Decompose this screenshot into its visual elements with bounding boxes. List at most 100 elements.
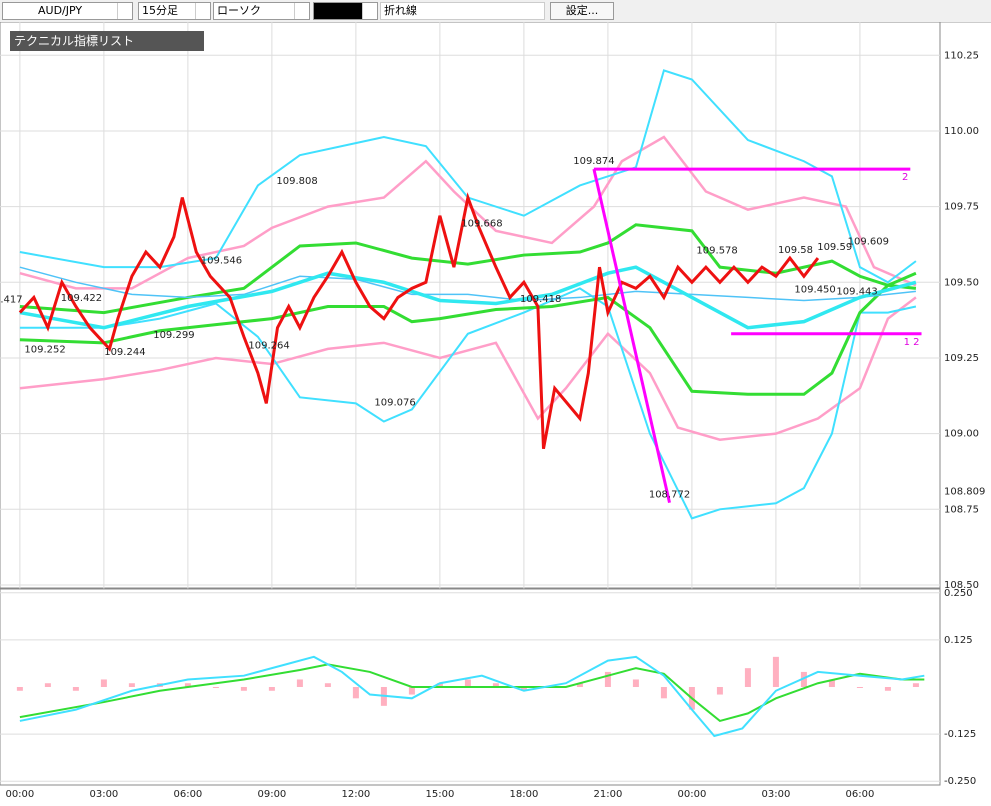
x-tick-label: 03:00 — [761, 789, 790, 800]
histogram-bar — [240, 687, 247, 691]
histogram-bar — [660, 687, 667, 699]
y-tick-label: 109.50 — [944, 277, 979, 288]
histogram-bar — [184, 683, 191, 687]
histogram-bar — [352, 687, 359, 699]
symbol-select[interactable]: AUD/JPY — [2, 2, 133, 20]
y-tick-label: 109.75 — [944, 202, 979, 213]
x-tick-label: 00:00 — [5, 789, 34, 800]
x-tick-label: 12:00 — [341, 789, 370, 800]
price-label: 109.244 — [104, 347, 145, 358]
histogram-bar — [828, 679, 835, 687]
y-tick-label: 108.75 — [944, 504, 979, 515]
histogram-bar — [464, 679, 471, 687]
settings: 設定... — [565, 4, 599, 17]
histogram-bar — [744, 668, 751, 687]
chart-style: ローソク — [217, 4, 261, 17]
y-tick-label: 110.00 — [944, 126, 979, 137]
price-label: 109.422 — [61, 293, 102, 304]
histogram-bar — [520, 687, 527, 691]
price-label: 109.076 — [374, 398, 415, 409]
price-label: 109.264 — [248, 341, 289, 352]
x-tick-label: 18:00 — [509, 789, 538, 800]
histogram-bar — [212, 687, 219, 688]
x-tick-label: 00:00 — [677, 789, 706, 800]
histogram-bar — [912, 683, 919, 687]
histogram-bar — [324, 683, 331, 687]
price-label: 108.772 — [649, 490, 690, 501]
y-tick-label: -0.125 — [944, 729, 976, 740]
price-label: 109.299 — [153, 330, 194, 341]
series-line — [19, 663, 925, 723]
histogram-bar — [576, 683, 583, 687]
histogram-bar — [856, 687, 863, 688]
histogram-bar — [128, 683, 135, 687]
histogram-bar — [632, 679, 639, 687]
histogram-bar — [492, 683, 499, 687]
y-tick-label: 109.25 — [944, 353, 979, 364]
y-tick-label: 109.00 — [944, 429, 979, 440]
timeframe-select[interactable]: 15分足 — [138, 2, 211, 20]
histogram-bar — [296, 679, 303, 687]
x-tick-label: 06:00 — [173, 789, 202, 800]
chart-style-select[interactable]: ローソク — [213, 2, 310, 20]
current-price: 108.809 — [944, 486, 985, 497]
y-tick-label: 108.50 — [944, 580, 979, 591]
price-label: 109.609 — [848, 236, 889, 247]
price-label: 109.546 — [201, 255, 242, 266]
histogram-bar — [884, 687, 891, 691]
x-tick-label: 15:00 — [425, 789, 454, 800]
chart: 00:00 03:00 06:00 09:00 12:00 15:00 18:00 21:00… — [0, 22, 985, 800]
y-tick-label: 110.25 — [944, 50, 979, 61]
y-tick-label: 0.125 — [944, 635, 973, 646]
x-tick-label: 03:00 — [89, 789, 118, 800]
price-label: 109.668 — [461, 218, 502, 229]
price-label: 109.450 — [794, 284, 835, 295]
histogram-bar — [268, 687, 275, 691]
price-label: 109.418 — [520, 294, 561, 305]
histogram-bar — [72, 687, 79, 691]
series-line — [19, 135, 917, 290]
trend-line — [592, 168, 671, 503]
x-tick-label: 09:00 — [257, 789, 286, 800]
color-select[interactable] — [313, 2, 378, 20]
y-tick-label: 0.250 — [944, 588, 973, 599]
series-line — [19, 69, 917, 284]
x-tick-label: 06:00 — [846, 789, 875, 800]
price-label: 109.58 — [778, 245, 813, 256]
histogram-bar — [436, 683, 443, 687]
indicator-list[interactable]: テクニカル指標リスト — [10, 31, 204, 51]
histogram-bar — [716, 687, 723, 695]
price-label: 109.252 — [24, 344, 65, 355]
histogram-bar — [44, 683, 51, 687]
histogram-bar — [772, 656, 779, 687]
price-label: 109.59 — [817, 242, 852, 253]
histogram-bar — [16, 687, 23, 691]
line-label: 1 2 — [904, 337, 920, 348]
overlay-field[interactable]: 折れ線 — [380, 2, 545, 20]
series-line — [19, 271, 917, 396]
plot-bg — [0, 22, 941, 589]
histogram-bar — [604, 671, 611, 687]
series-line — [19, 266, 916, 302]
histogram-bar — [100, 679, 107, 687]
price-label: 109.808 — [276, 176, 317, 187]
y-tick-label: -0.250 — [944, 776, 976, 787]
series-line — [18, 192, 820, 450]
overlay: 折れ線 — [384, 4, 417, 17]
indicator-list-label: テクニカル指標リスト — [14, 34, 135, 48]
toolbar: AUD/JPY 15分足 ローソク 折れ線 設定... — [0, 0, 991, 23]
price-label: 109.578 — [696, 246, 737, 257]
price-label: 109.443 — [836, 287, 877, 298]
price-label: 109.874 — [573, 156, 614, 167]
price-label: .417 — [0, 294, 22, 305]
x-tick-label: 21:00 — [593, 789, 622, 800]
timeframe: 15分足 — [142, 4, 178, 17]
histogram-bar — [800, 671, 807, 687]
series-line — [19, 655, 925, 738]
histogram-bar — [408, 687, 415, 695]
settings-button[interactable]: 設定... — [550, 2, 614, 20]
symbol: AUD/JPY — [38, 4, 83, 17]
line-label: 2 — [902, 172, 908, 183]
series-line — [19, 223, 917, 315]
